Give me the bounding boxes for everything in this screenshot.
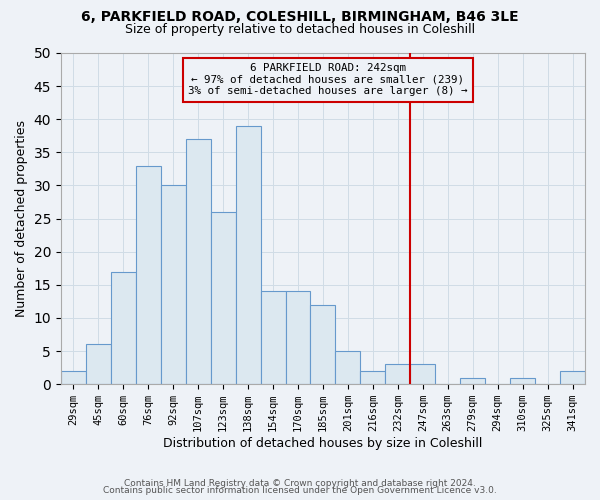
Bar	[136, 166, 161, 384]
Bar	[410, 364, 435, 384]
Bar	[385, 364, 410, 384]
Text: 6 PARKFIELD ROAD: 242sqm
← 97% of detached houses are smaller (239)
3% of semi-d: 6 PARKFIELD ROAD: 242sqm ← 97% of detach…	[188, 63, 467, 96]
Bar	[286, 292, 310, 384]
Y-axis label: Number of detached properties: Number of detached properties	[15, 120, 28, 317]
Bar	[560, 371, 585, 384]
Bar	[161, 186, 185, 384]
Bar	[236, 126, 260, 384]
Bar	[361, 371, 385, 384]
Text: Size of property relative to detached houses in Coleshill: Size of property relative to detached ho…	[125, 22, 475, 36]
X-axis label: Distribution of detached houses by size in Coleshill: Distribution of detached houses by size …	[163, 437, 482, 450]
Bar	[61, 371, 86, 384]
Bar	[211, 212, 236, 384]
Bar	[86, 344, 111, 384]
Bar	[260, 292, 286, 384]
Bar	[335, 351, 361, 384]
Text: Contains HM Land Registry data © Crown copyright and database right 2024.: Contains HM Land Registry data © Crown c…	[124, 478, 476, 488]
Bar	[460, 378, 485, 384]
Text: 6, PARKFIELD ROAD, COLESHILL, BIRMINGHAM, B46 3LE: 6, PARKFIELD ROAD, COLESHILL, BIRMINGHAM…	[81, 10, 519, 24]
Bar	[185, 139, 211, 384]
Bar	[310, 304, 335, 384]
Bar	[111, 272, 136, 384]
Bar	[510, 378, 535, 384]
Text: Contains public sector information licensed under the Open Government Licence v3: Contains public sector information licen…	[103, 486, 497, 495]
